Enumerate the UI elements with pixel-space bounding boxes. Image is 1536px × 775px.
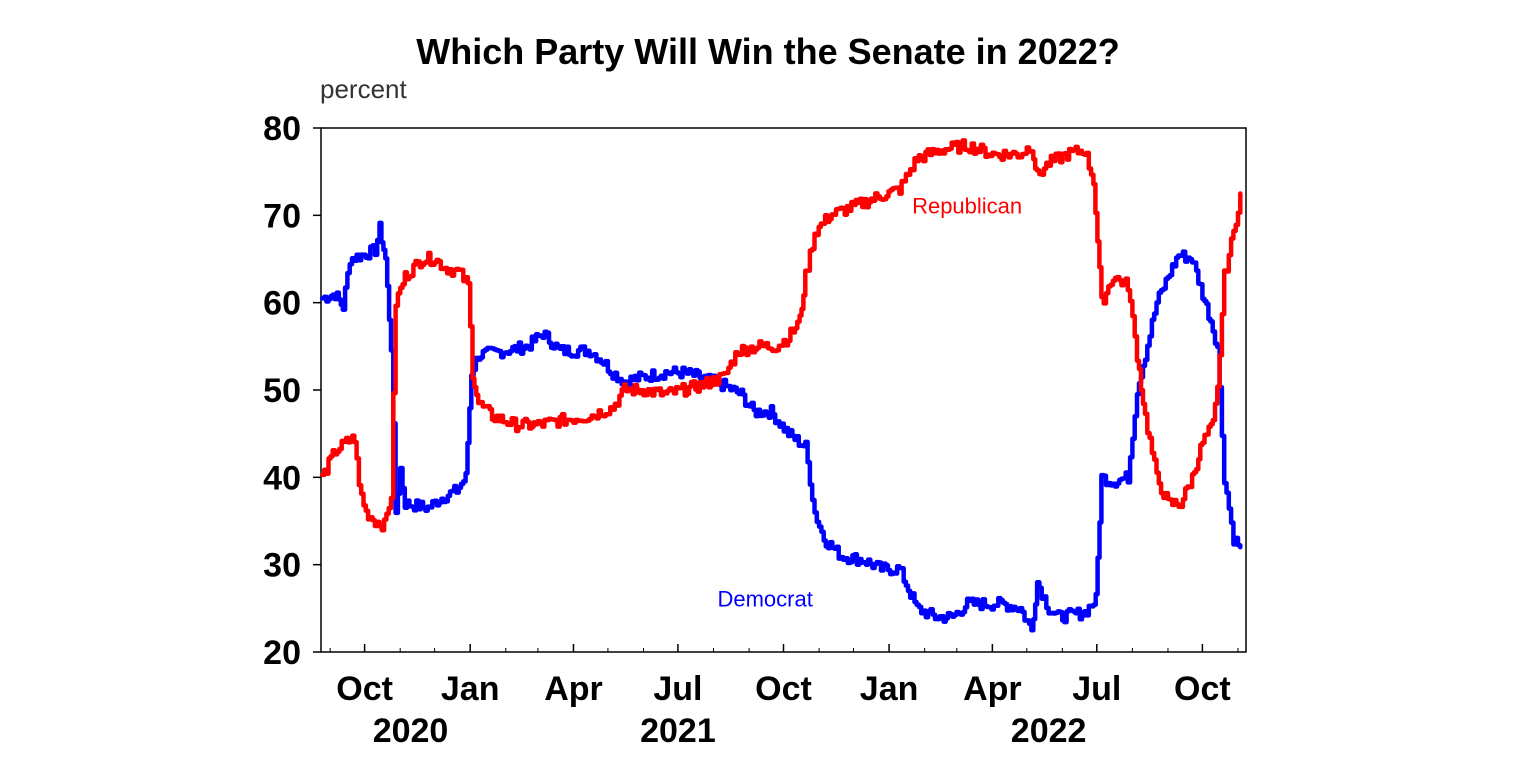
y-tick-label: 20 <box>263 634 301 672</box>
x-tick-label: Oct <box>336 670 393 708</box>
y-axis: 20 30 40 50 60 70 80 <box>263 110 321 672</box>
year-label: 2021 <box>640 712 716 750</box>
series-line-democrat <box>319 220 1243 633</box>
series-label-republican: Republican <box>912 194 1022 219</box>
year-label: 2020 <box>373 712 449 750</box>
x-tick-label: Jan <box>860 670 919 708</box>
x-tick-label: Jul <box>653 670 702 708</box>
year-label: 2022 <box>1011 712 1087 750</box>
y-tick-label: 80 <box>263 110 301 148</box>
y-tick-label: 30 <box>263 547 301 585</box>
x-tick-label: Jul <box>1072 670 1121 708</box>
series-label-democrat: Democrat <box>717 587 812 612</box>
series-layer: Democrat Republican <box>319 138 1243 633</box>
chart-title: Which Party Will Win the Senate in 2022? <box>416 31 1120 72</box>
y-tick-label: 40 <box>263 459 301 497</box>
x-axis: Oct Jan Apr Jul Oct Jan Apr Jul Oct 2020 2021 2022 <box>329 644 1239 750</box>
series-line-republican <box>319 138 1243 533</box>
y-axis-label: percent <box>320 74 407 104</box>
x-tick-label: Oct <box>755 670 812 708</box>
plot-frame <box>320 127 1247 653</box>
x-tick-label: Apr <box>544 670 603 708</box>
y-tick-label: 70 <box>263 197 301 235</box>
y-tick-label: 60 <box>263 285 301 323</box>
x-tick-label: Oct <box>1174 670 1231 708</box>
y-tick-label: 50 <box>263 372 301 410</box>
x-tick-label: Jan <box>441 670 500 708</box>
x-tick-label: Apr <box>963 670 1022 708</box>
